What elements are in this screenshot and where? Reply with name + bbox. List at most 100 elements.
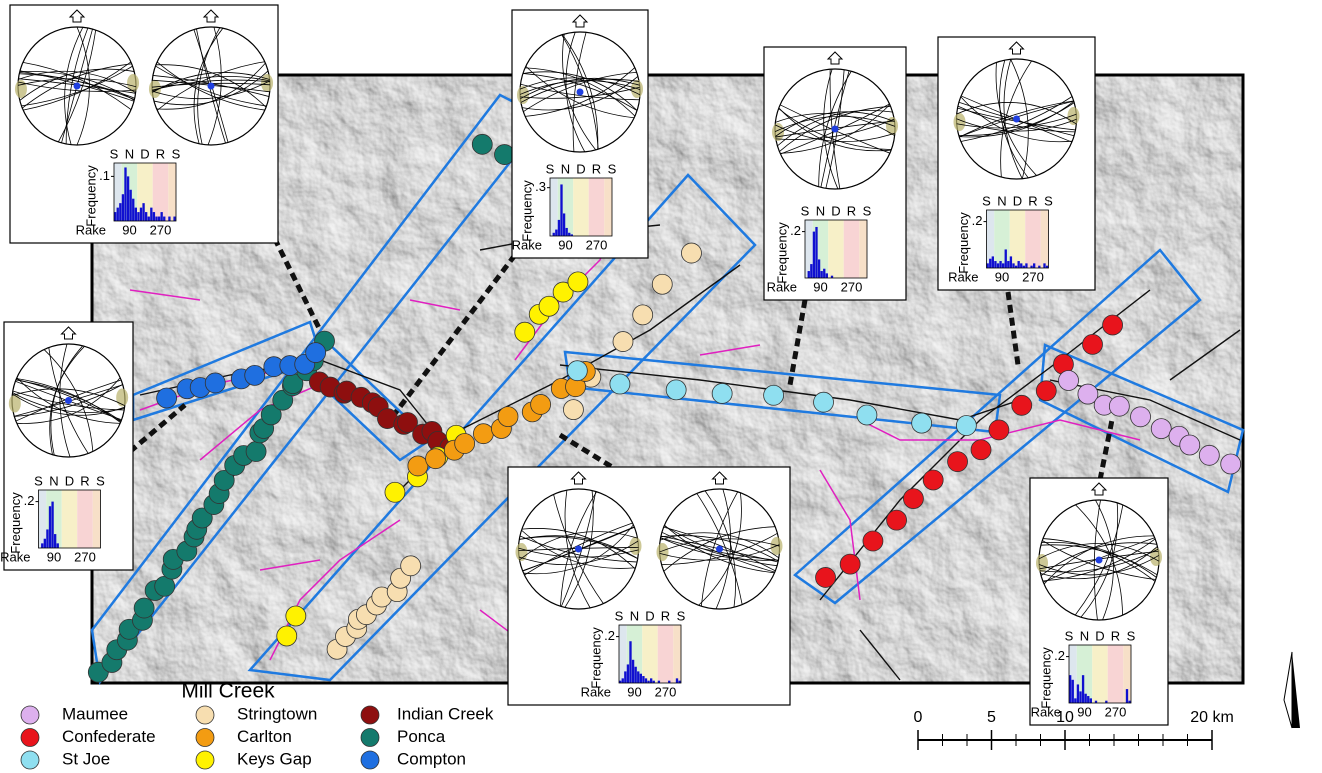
kinematic-label: D	[140, 146, 149, 161]
histogram-bar	[1072, 680, 1074, 703]
x-tick-label: 270	[150, 222, 172, 237]
y-axis-label: Frequency	[1038, 647, 1053, 709]
legend-label: St Joe	[62, 749, 110, 768]
principal-axis	[575, 546, 582, 553]
histogram-bar	[624, 671, 626, 683]
legend-label: Indian Creek	[397, 704, 494, 723]
x-axis-label: Rake	[76, 222, 106, 237]
scale-label: 0	[914, 709, 923, 726]
histogram-bar	[140, 208, 142, 221]
earthquake	[568, 272, 588, 292]
inset: SNDRS90270.2FrequencyRake	[508, 467, 790, 705]
histogram-bar	[808, 271, 810, 278]
histogram-bar	[640, 674, 642, 683]
kinematic-band	[994, 210, 1010, 268]
histogram-bar	[1010, 256, 1012, 268]
kinematic-label: S	[1065, 628, 1074, 643]
earthquake	[563, 400, 583, 420]
kinematic-label: N	[997, 193, 1006, 208]
kinematic-band	[604, 178, 612, 236]
kinematic-band	[1108, 645, 1124, 703]
kinematic-label: S	[982, 193, 991, 208]
earthquake	[903, 489, 923, 509]
kinematic-label: N	[630, 608, 639, 623]
principal-axis	[208, 83, 215, 90]
kinematic-label: N	[561, 161, 570, 176]
histogram-bar	[645, 678, 647, 683]
histogram-bar	[1025, 263, 1027, 268]
histogram-bar	[637, 671, 639, 683]
histogram-bar	[46, 529, 48, 548]
kinematic-label: R	[156, 146, 165, 161]
earthquake	[567, 361, 587, 381]
x-tick-label: 270	[1105, 704, 1127, 719]
x-tick-label: 90	[813, 279, 827, 294]
kinematic-label: R	[847, 203, 856, 218]
kinematic-band	[642, 625, 658, 683]
legend-marker	[21, 706, 39, 724]
earthquake	[1131, 407, 1151, 427]
kinematic-label: S	[863, 203, 872, 218]
kinematic-label: N	[125, 146, 134, 161]
scale-label: 5	[987, 709, 996, 726]
histogram-bar	[560, 184, 562, 236]
principal-axis	[1013, 116, 1020, 123]
histogram-bar	[553, 233, 555, 236]
histogram-bar	[1079, 691, 1081, 703]
earthquake	[426, 449, 446, 469]
histogram-bar	[124, 167, 126, 221]
histogram-bar	[818, 259, 820, 278]
earthquake	[816, 567, 836, 587]
x-tick-label: 90	[122, 222, 136, 237]
histogram-bar	[992, 256, 994, 268]
histogram-bar	[119, 203, 121, 221]
earthquake	[1012, 395, 1032, 415]
histogram-bar	[122, 194, 124, 221]
kinematic-label: S	[172, 146, 181, 161]
histogram-bar	[1007, 261, 1009, 268]
earthquake	[498, 407, 518, 427]
principal-axis	[65, 397, 72, 404]
earthquake	[633, 305, 653, 325]
histogram-bar	[173, 217, 175, 221]
density-contour	[657, 543, 669, 561]
earthquake	[1059, 370, 1079, 390]
kinematic-band	[168, 163, 176, 221]
earthquake	[1109, 396, 1129, 416]
y-tick-label: .2	[1054, 648, 1065, 663]
histogram-bar	[1018, 261, 1020, 268]
y-tick-label: .2	[790, 223, 801, 238]
histogram-bar	[41, 543, 43, 548]
kinematic-label: S	[96, 473, 105, 488]
histogram-bar	[1090, 698, 1092, 703]
x-axis-label: Rake	[767, 279, 797, 294]
legend-label: Confederate	[62, 727, 156, 746]
earthquake	[948, 452, 968, 472]
legend: MaumeeConfederateSt JoeStringtownCarlton…	[21, 704, 494, 769]
x-tick-label: 270	[74, 549, 96, 564]
kinematic-band	[62, 490, 78, 548]
principal-axis	[716, 546, 723, 553]
x-tick-label: 90	[995, 269, 1009, 284]
scale-label: 20 km	[1190, 709, 1234, 726]
inset: SNDRS90270.2FrequencyRake	[1030, 478, 1168, 725]
density-contour	[261, 74, 273, 92]
histogram-bar	[999, 261, 1001, 268]
kinematic-band	[573, 178, 589, 236]
histogram-bar	[650, 678, 652, 683]
histogram-bar	[635, 667, 637, 683]
kinematic-band	[844, 220, 860, 278]
histogram-bar	[568, 233, 570, 236]
histogram-bar	[994, 261, 996, 268]
legend-marker	[21, 729, 39, 747]
histogram-bar	[676, 678, 678, 683]
inset: SNDRS90270.2FrequencyRake	[938, 37, 1095, 290]
histogram-bar	[117, 208, 119, 221]
histogram-bar	[163, 217, 165, 221]
earthquake	[712, 383, 732, 403]
y-axis-label: Frequency	[519, 180, 534, 242]
principal-axis	[74, 83, 81, 90]
kinematic-band	[673, 625, 681, 683]
histogram-bar	[555, 230, 557, 236]
kinematic-band	[1041, 210, 1049, 268]
